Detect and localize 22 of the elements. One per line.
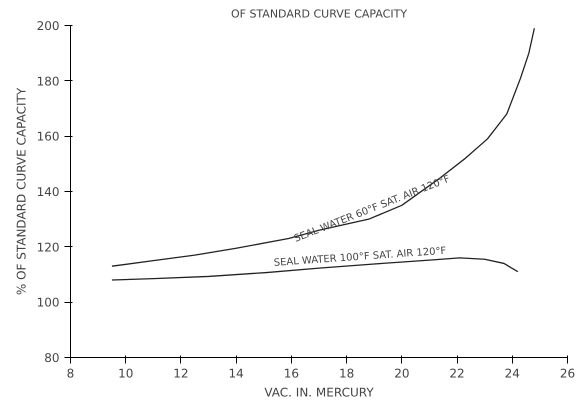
x-tick-label: 18 (338, 366, 354, 380)
x-tick-label: 26 (560, 366, 576, 380)
y-tick-label: 180 (36, 74, 60, 88)
x-tick-label: 8 (66, 366, 74, 380)
line-series (111, 28, 536, 267)
x-tick-label: 22 (449, 366, 465, 380)
y-tick-label: 100 (36, 296, 60, 310)
x-tick-label: 24 (504, 366, 520, 380)
x-axis-title: VAC. IN. MERCURY (264, 386, 374, 400)
y-tick-label: 120 (36, 240, 60, 254)
y-tick-label: 80 (44, 351, 60, 365)
x-tick-label: 16 (284, 366, 300, 380)
x-tick-label: 10 (118, 366, 134, 380)
y-tick-label: 140 (36, 185, 60, 199)
x-tick-label: 12 (173, 366, 189, 380)
y-tick-label: 160 (36, 130, 60, 144)
x-tick-label: 14 (228, 366, 244, 380)
annotation: SEAL WATER 100°F SAT. AIR 120°F (273, 246, 447, 269)
y-tick-label: 200 (36, 19, 60, 33)
y-axis-title: % OF STANDARD CURVE CAPACITY (14, 87, 29, 296)
chart-title: OF STANDARD CURVE CAPACITY (230, 8, 408, 20)
x-tick-label: 20 (394, 366, 410, 380)
